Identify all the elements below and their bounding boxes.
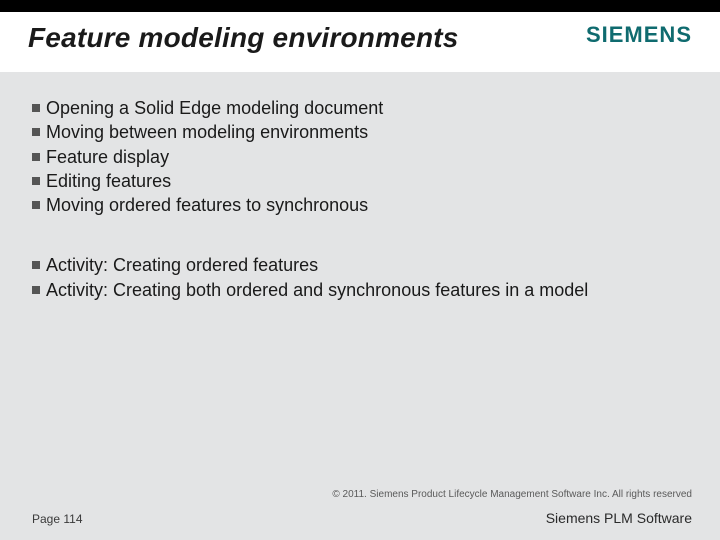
bullet-text: Editing features <box>46 169 692 193</box>
bullet-text: Moving ordered features to synchronous <box>46 193 692 217</box>
page-number: Page 114 <box>32 512 83 526</box>
bullet-item: Editing features <box>32 169 692 193</box>
bullet-text: Activity: Creating both ordered and sync… <box>46 278 692 302</box>
content-area: Opening a Solid Edge modeling document M… <box>32 96 692 338</box>
bullet-item: Moving ordered features to synchronous <box>32 193 692 217</box>
header-band: Feature modeling environments SIEMENS <box>0 0 720 72</box>
bullet-icon <box>32 286 40 294</box>
bullet-icon <box>32 104 40 112</box>
top-strip <box>0 0 720 12</box>
bullet-item: Activity: Creating both ordered and sync… <box>32 278 692 302</box>
page-title: Feature modeling environments <box>28 22 459 54</box>
copyright-text: © 2011. Siemens Product Lifecycle Manage… <box>32 489 692 500</box>
bullet-icon <box>32 153 40 161</box>
bullet-text: Activity: Creating ordered features <box>46 253 692 277</box>
footer: © 2011. Siemens Product Lifecycle Manage… <box>32 489 692 526</box>
bullet-item: Feature display <box>32 145 692 169</box>
bullet-icon <box>32 201 40 209</box>
bullet-icon <box>32 128 40 136</box>
bullet-text: Moving between modeling environments <box>46 120 692 144</box>
bullet-item: Activity: Creating ordered features <box>32 253 692 277</box>
siemens-logo: SIEMENS <box>586 22 692 48</box>
footer-row: Page 114 Siemens PLM Software <box>32 510 692 526</box>
bullet-text: Feature display <box>46 145 692 169</box>
bullet-item: Opening a Solid Edge modeling document <box>32 96 692 120</box>
bullet-group-2: Activity: Creating ordered features Acti… <box>32 253 692 302</box>
bullet-item: Moving between modeling environments <box>32 120 692 144</box>
slide: Feature modeling environments SIEMENS Op… <box>0 0 720 540</box>
bullet-icon <box>32 261 40 269</box>
brand-text: Siemens PLM Software <box>546 510 692 526</box>
bullet-icon <box>32 177 40 185</box>
bullet-group-1: Opening a Solid Edge modeling document M… <box>32 96 692 217</box>
bullet-text: Opening a Solid Edge modeling document <box>46 96 692 120</box>
